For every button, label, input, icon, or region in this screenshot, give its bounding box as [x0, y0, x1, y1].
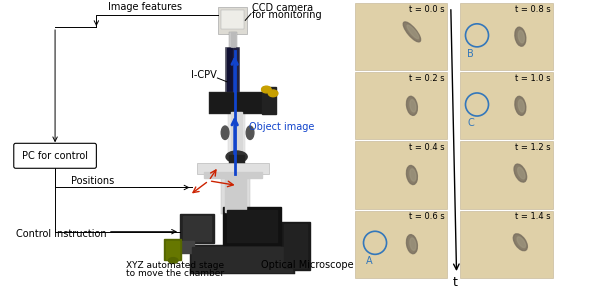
- Text: A: A: [365, 256, 372, 266]
- Text: C: C: [467, 118, 474, 128]
- Text: CCD camera: CCD camera: [252, 3, 313, 13]
- Bar: [460, 211, 553, 278]
- Text: Optical Microscope: Optical Microscope: [262, 260, 354, 270]
- Bar: [231, 32, 235, 51]
- Bar: [229, 155, 244, 164]
- FancyBboxPatch shape: [14, 143, 97, 168]
- Bar: [355, 3, 447, 70]
- Ellipse shape: [246, 126, 254, 139]
- Ellipse shape: [518, 167, 525, 179]
- Bar: [209, 93, 276, 113]
- Bar: [164, 239, 181, 260]
- Text: to move the chamber: to move the chamber: [126, 269, 224, 278]
- Bar: [183, 216, 211, 241]
- Text: Positions: Positions: [71, 175, 115, 186]
- Ellipse shape: [221, 126, 229, 139]
- Ellipse shape: [262, 86, 271, 93]
- Bar: [460, 3, 553, 70]
- Bar: [460, 142, 553, 209]
- Text: PC for control: PC for control: [22, 151, 88, 161]
- Bar: [225, 175, 246, 211]
- Text: t = 0.0 s: t = 0.0 s: [409, 5, 445, 14]
- Ellipse shape: [226, 151, 247, 162]
- Bar: [227, 48, 232, 94]
- Bar: [460, 72, 553, 139]
- Bar: [12, 3, 356, 282]
- Text: t = 0.6 s: t = 0.6 s: [409, 213, 445, 222]
- Ellipse shape: [406, 235, 418, 254]
- Ellipse shape: [410, 238, 416, 250]
- Bar: [180, 214, 214, 243]
- Text: I-CPV: I-CPV: [191, 70, 217, 80]
- Text: Object image: Object image: [249, 122, 314, 132]
- Ellipse shape: [514, 234, 527, 251]
- Bar: [197, 162, 269, 174]
- Bar: [166, 241, 179, 259]
- Bar: [175, 241, 194, 253]
- Text: Image features: Image features: [108, 2, 182, 12]
- Bar: [231, 112, 242, 154]
- Ellipse shape: [514, 164, 527, 182]
- Text: t = 1.2 s: t = 1.2 s: [515, 143, 551, 152]
- Text: t: t: [453, 276, 458, 289]
- Bar: [193, 247, 292, 272]
- Text: Control instruction: Control instruction: [16, 229, 106, 239]
- Bar: [281, 222, 310, 270]
- Bar: [221, 10, 244, 29]
- Text: t = 0.4 s: t = 0.4 s: [409, 143, 445, 152]
- Text: XYZ automated stage: XYZ automated stage: [126, 261, 224, 270]
- Bar: [204, 172, 262, 178]
- Ellipse shape: [406, 166, 418, 184]
- Bar: [262, 87, 276, 113]
- Ellipse shape: [518, 30, 524, 43]
- Text: t = 0.8 s: t = 0.8 s: [515, 5, 551, 14]
- Bar: [233, 48, 238, 94]
- Bar: [190, 245, 295, 274]
- Ellipse shape: [169, 258, 178, 263]
- Bar: [229, 32, 236, 51]
- Text: B: B: [467, 49, 474, 59]
- Text: t = 1.4 s: t = 1.4 s: [515, 213, 551, 222]
- Bar: [227, 210, 277, 242]
- Text: t = 1.0 s: t = 1.0 s: [515, 74, 551, 83]
- Ellipse shape: [406, 96, 418, 115]
- Bar: [221, 172, 250, 214]
- Bar: [218, 7, 247, 34]
- Ellipse shape: [517, 237, 526, 248]
- Bar: [225, 47, 239, 97]
- Ellipse shape: [410, 169, 416, 181]
- Ellipse shape: [268, 90, 278, 97]
- Ellipse shape: [518, 100, 524, 112]
- Ellipse shape: [515, 96, 526, 115]
- Bar: [355, 142, 447, 209]
- Ellipse shape: [407, 25, 419, 39]
- Bar: [355, 211, 447, 278]
- Ellipse shape: [403, 22, 421, 42]
- Text: for monitoring: for monitoring: [252, 10, 322, 20]
- Text: t = 0.2 s: t = 0.2 s: [409, 74, 445, 83]
- Bar: [228, 109, 245, 157]
- Bar: [223, 207, 281, 245]
- Ellipse shape: [410, 100, 416, 112]
- Bar: [355, 72, 447, 139]
- Bar: [284, 224, 307, 268]
- Ellipse shape: [515, 27, 526, 46]
